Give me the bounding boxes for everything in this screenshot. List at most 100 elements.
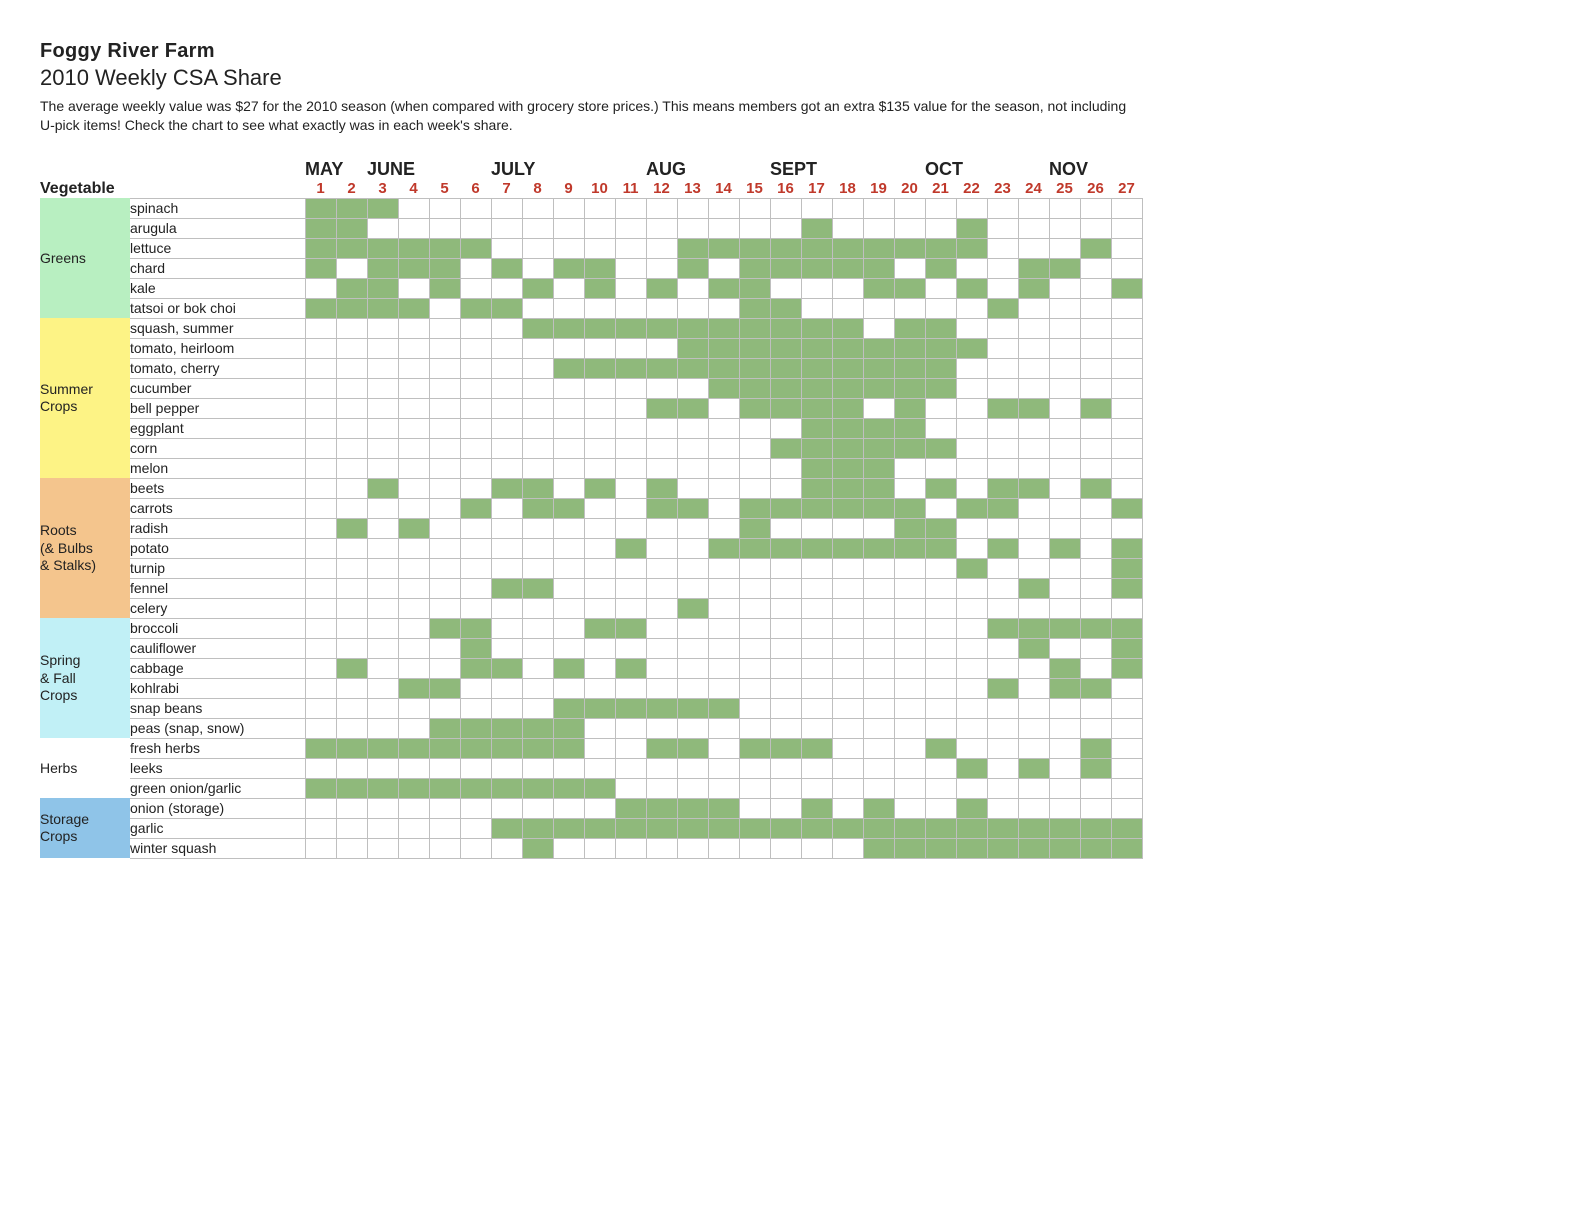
availability-cell — [987, 218, 1018, 238]
availability-cell — [1018, 318, 1049, 338]
availability-cell — [460, 478, 491, 498]
vegetable-label: turnip — [130, 558, 305, 578]
availability-cell — [553, 438, 584, 458]
availability-cell — [894, 298, 925, 318]
availability-cell — [987, 478, 1018, 498]
availability-cell — [367, 238, 398, 258]
availability-cell — [398, 518, 429, 538]
availability-cell — [367, 418, 398, 438]
availability-cell — [708, 398, 739, 418]
availability-cell — [677, 678, 708, 698]
availability-cell — [491, 638, 522, 658]
availability-cell — [522, 398, 553, 418]
availability-cell — [894, 318, 925, 338]
availability-cell — [553, 318, 584, 338]
availability-cell — [863, 518, 894, 538]
availability-cell — [956, 498, 987, 518]
availability-cell — [615, 338, 646, 358]
availability-cell — [770, 218, 801, 238]
availability-cell — [398, 618, 429, 638]
availability-cell — [398, 298, 429, 318]
availability-cell — [801, 338, 832, 358]
availability-cell — [615, 478, 646, 498]
vegetable-label: corn — [130, 438, 305, 458]
availability-cell — [1018, 418, 1049, 438]
availability-cell — [336, 278, 367, 298]
availability-cell — [615, 738, 646, 758]
availability-cell — [1080, 478, 1111, 498]
availability-cell — [832, 358, 863, 378]
availability-cell — [708, 318, 739, 338]
table-row: Storage Cropsonion (storage) — [40, 798, 1142, 818]
availability-cell — [987, 258, 1018, 278]
week-header: 16 — [770, 180, 801, 199]
availability-cell — [429, 558, 460, 578]
availability-cell — [832, 778, 863, 798]
availability-cell — [708, 618, 739, 638]
table-row: eggplant — [40, 418, 1142, 438]
availability-cell — [305, 498, 336, 518]
availability-cell — [987, 198, 1018, 218]
availability-cell — [925, 238, 956, 258]
availability-cell — [677, 738, 708, 758]
availability-cell — [1080, 678, 1111, 698]
availability-cell — [801, 518, 832, 538]
availability-cell — [832, 478, 863, 498]
table-row: melon — [40, 458, 1142, 478]
availability-cell — [1049, 698, 1080, 718]
availability-cell — [1018, 758, 1049, 778]
availability-cell — [584, 538, 615, 558]
availability-cell — [770, 458, 801, 478]
availability-cell — [894, 658, 925, 678]
availability-cell — [1111, 338, 1142, 358]
availability-cell — [553, 558, 584, 578]
availability-cell — [925, 598, 956, 618]
availability-cell — [305, 238, 336, 258]
table-row: cauliflower — [40, 638, 1142, 658]
availability-cell — [646, 338, 677, 358]
availability-cell — [553, 458, 584, 478]
availability-cell — [584, 818, 615, 838]
availability-cell — [739, 658, 770, 678]
vegetable-label: peas (snap, snow) — [130, 718, 305, 738]
availability-cell — [925, 638, 956, 658]
availability-cell — [832, 518, 863, 538]
availability-cell — [584, 378, 615, 398]
availability-cell — [615, 518, 646, 538]
availability-cell — [1018, 538, 1049, 558]
availability-cell — [367, 578, 398, 598]
availability-cell — [739, 718, 770, 738]
availability-cell — [305, 678, 336, 698]
week-header: 19 — [863, 180, 894, 199]
availability-cell — [1049, 298, 1080, 318]
availability-cell — [460, 278, 491, 298]
week-header: 21 — [925, 180, 956, 199]
availability-cell — [522, 478, 553, 498]
availability-cell — [615, 298, 646, 318]
availability-cell — [584, 738, 615, 758]
availability-cell — [677, 538, 708, 558]
availability-cell — [925, 578, 956, 598]
availability-cell — [801, 778, 832, 798]
availability-cell — [863, 738, 894, 758]
availability-cell — [739, 478, 770, 498]
availability-cell — [832, 398, 863, 418]
availability-cell — [305, 398, 336, 418]
table-row: radish — [40, 518, 1142, 538]
availability-cell — [491, 498, 522, 518]
availability-cell — [832, 538, 863, 558]
availability-cell — [584, 298, 615, 318]
availability-cell — [863, 198, 894, 218]
availability-cell — [336, 598, 367, 618]
availability-cell — [305, 618, 336, 638]
availability-cell — [398, 338, 429, 358]
availability-cell — [305, 218, 336, 238]
availability-cell — [615, 278, 646, 298]
availability-cell — [925, 458, 956, 478]
availability-cell — [367, 218, 398, 238]
availability-cell — [863, 418, 894, 438]
month-header: OCT — [925, 159, 1049, 180]
availability-cell — [801, 818, 832, 838]
availability-cell — [801, 578, 832, 598]
availability-cell — [553, 358, 584, 378]
